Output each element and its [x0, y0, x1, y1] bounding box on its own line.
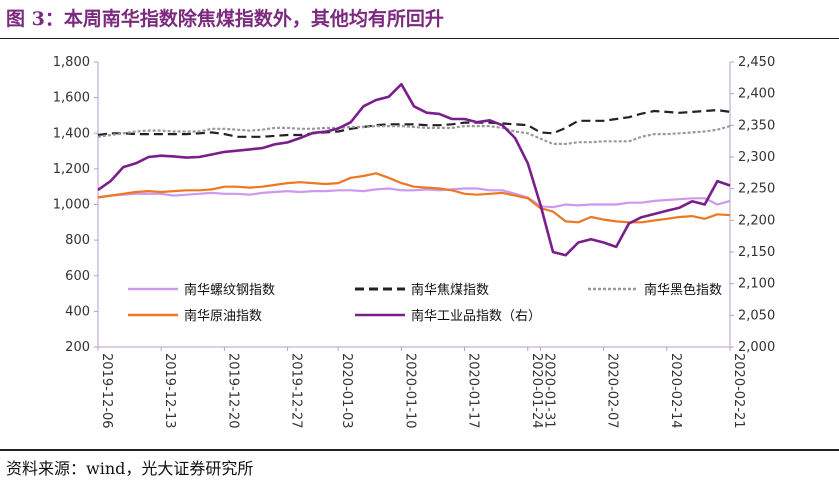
- x-tick-label: 2020-01-03: [339, 353, 354, 429]
- left-tick-label: 1,200: [53, 162, 90, 177]
- left-tick-label: 1,000: [53, 198, 90, 213]
- x-tick-label: 2019-12-27: [289, 353, 304, 429]
- right-tick-label: 2,400: [738, 87, 775, 102]
- right-tick-label: 2,250: [738, 182, 775, 197]
- x-tick-label: 2020-01-10: [402, 353, 417, 429]
- figure-title: 图 3：本周南华指数除焦煤指数外，其他均有所回升: [6, 8, 444, 30]
- right-tick-label: 2,300: [738, 150, 775, 165]
- left-tick-label: 400: [65, 304, 90, 319]
- left-tick-label: 200: [65, 340, 90, 355]
- series-line-3: [97, 124, 731, 145]
- legend-label-3: 南华黑色指数: [644, 282, 722, 298]
- series-line-1: [97, 187, 731, 209]
- legend-label-4: 南华原油指数: [184, 308, 262, 324]
- left-tick-label: 800: [65, 233, 90, 248]
- x-tick-label: 2020-01-17: [466, 353, 481, 429]
- left-tick-label: 1,400: [53, 126, 90, 141]
- x-tick-label: 2020-01-24: [529, 353, 544, 429]
- x-tick-label: 2020-02-21: [731, 353, 746, 429]
- source-note: 资料来源：wind，光大证券研究所: [6, 459, 254, 478]
- top-rule: [0, 38, 839, 39]
- left-tick-label: 1,600: [53, 91, 90, 106]
- axes-layer: 200 400 600 800 1,000 1,200 1,400 1,600 1,800 2,0…: [53, 55, 775, 429]
- x-tick-label: 2019-12-13: [162, 353, 177, 429]
- right-tick-label: 2,000: [738, 340, 775, 355]
- right-tick-label: 2,050: [738, 308, 775, 323]
- left-tick-label: 600: [65, 269, 90, 284]
- left-tick-label: 1,800: [53, 55, 90, 70]
- series-line-4: [97, 172, 731, 224]
- legend-label-5: 南华工业品指数（右）: [411, 308, 541, 324]
- x-tick-label: 2019-12-06: [99, 353, 114, 429]
- legend-label-1: 南华螺纹钢指数: [184, 282, 275, 298]
- right-tick-label: 2,350: [738, 118, 775, 133]
- series-line-5: [97, 82, 731, 257]
- right-tick-label: 2,100: [738, 277, 775, 292]
- legend-label-2: 南华焦煤指数: [411, 282, 489, 298]
- x-tick-label: 2020-02-14: [668, 353, 683, 429]
- right-tick-label: 2,150: [738, 245, 775, 260]
- right-tick-label: 2,200: [738, 213, 775, 228]
- x-tick-label: 2019-12-20: [225, 353, 240, 429]
- x-tick-label: 2020-02-07: [605, 353, 620, 429]
- x-tick-label: 2020-01-31: [541, 353, 556, 429]
- right-tick-label: 2,450: [738, 55, 775, 70]
- series-layer: [97, 82, 731, 257]
- bottom-rule: [0, 449, 839, 451]
- series-line-2: [97, 108, 731, 138]
